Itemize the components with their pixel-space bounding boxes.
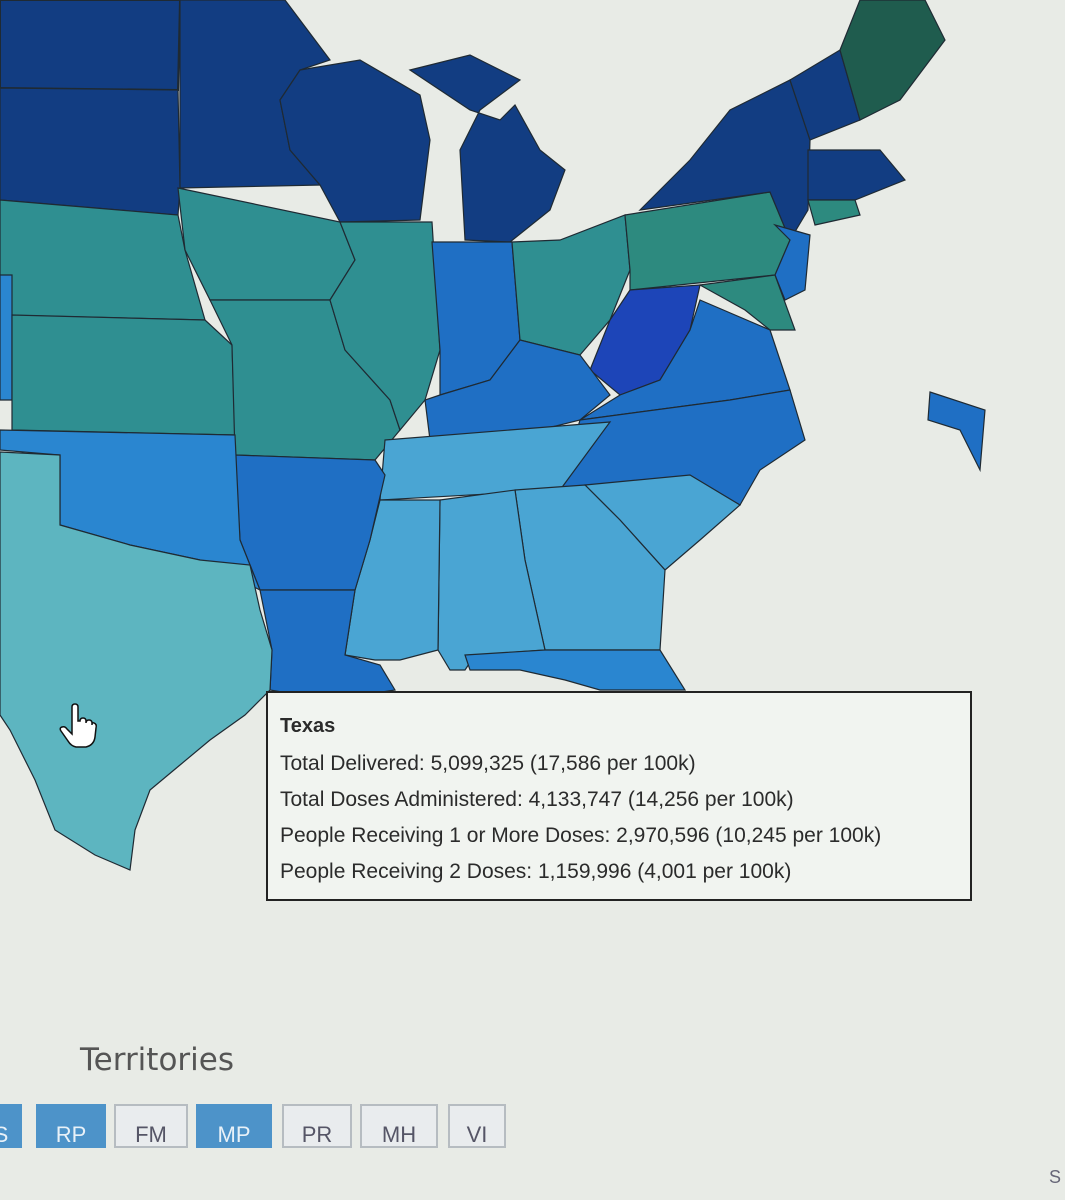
state-kentucky[interactable] xyxy=(424,339,611,441)
us-choropleth-map xyxy=(0,0,986,871)
state-colorado-edge[interactable] xyxy=(0,274,13,401)
state-texas[interactable] xyxy=(0,451,273,871)
state-iowa[interactable] xyxy=(177,187,356,301)
state-north-dakota[interactable] xyxy=(0,0,182,92)
tab-territory-rp[interactable]: RP xyxy=(36,1104,106,1148)
state-maine[interactable] xyxy=(839,0,946,121)
state-kansas[interactable] xyxy=(11,314,236,436)
hand-pointer-icon xyxy=(58,703,98,749)
corner-text: S xyxy=(1048,1167,1061,1187)
territory-tabs: S RP FM MP PR MH VI xyxy=(0,1104,520,1150)
state-new-jersey[interactable] xyxy=(772,223,811,301)
state-nebraska[interactable] xyxy=(0,199,206,321)
state-south-dakota[interactable] xyxy=(0,87,181,216)
state-massachusetts[interactable] xyxy=(807,149,906,201)
state-connecticut-ri[interactable] xyxy=(807,199,861,226)
state-wisconsin[interactable] xyxy=(279,59,431,223)
state-michigan[interactable] xyxy=(408,54,566,243)
tab-territory-vi[interactable]: VI xyxy=(448,1104,506,1148)
tooltip-state-name: Texas xyxy=(280,715,336,737)
tab-territory-mh[interactable]: MH xyxy=(360,1104,438,1148)
tab-territory-pr[interactable]: PR xyxy=(282,1104,352,1148)
tab-territory-mp[interactable]: MP xyxy=(196,1104,272,1148)
tab-territory-s[interactable]: S xyxy=(0,1104,22,1148)
territories-heading: Territories xyxy=(80,1042,235,1078)
tooltip-total-administered: Total Doses Administered: 4,133,747 (14,… xyxy=(280,788,794,811)
state-island-right[interactable] xyxy=(927,391,986,473)
tab-territory-fm[interactable]: FM xyxy=(114,1104,188,1148)
tooltip-one-or-more-doses: People Receiving 1 or More Doses: 2,970,… xyxy=(280,824,882,847)
tooltip-two-doses: People Receiving 2 Doses: 1,159,996 (4,0… xyxy=(280,860,792,883)
state-tooltip: Texas Total Delivered: 5,099,325 (17,586… xyxy=(266,691,972,901)
state-florida-panhandle[interactable] xyxy=(464,649,687,691)
tooltip-total-delivered: Total Delivered: 5,099,325 (17,586 per 1… xyxy=(280,752,696,775)
state-maryland-de[interactable] xyxy=(698,274,796,331)
